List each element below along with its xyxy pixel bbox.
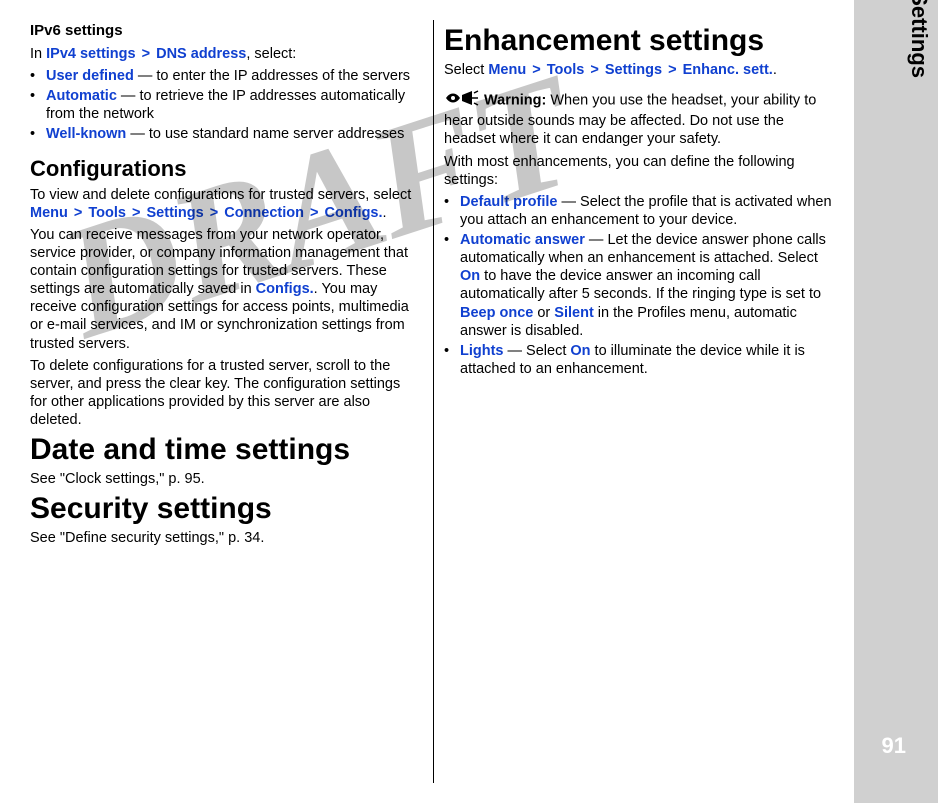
text: to have the device answer an incoming ca… (460, 268, 821, 302)
list-item: • User defined — to enter the IP addresse… (30, 67, 417, 85)
option-lights: Lights (460, 343, 504, 359)
heading-enhancement: Enhancement settings (444, 24, 833, 57)
breadcrumb-sep: > (72, 205, 84, 221)
link-ipv4-settings[interactable]: IPv4 settings (46, 46, 135, 62)
text: — to enter the IP addresses of the serve… (134, 68, 410, 84)
link-configs[interactable]: Configs. (325, 205, 383, 221)
ipv6-options-list: • User defined — to enter the IP addresse… (30, 67, 417, 144)
enh-para-most: With most enhancements, you can define t… (444, 153, 833, 189)
bullet: • (30, 87, 35, 105)
value-on: On (570, 343, 590, 359)
option-user-defined: User defined (46, 68, 134, 84)
text: Select (444, 62, 488, 78)
link-connection[interactable]: Connection (224, 205, 304, 221)
ipv4-select-line: In IPv4 settings > DNS address, select: (30, 45, 417, 63)
option-automatic: Automatic (46, 88, 117, 104)
value-on: On (460, 268, 480, 284)
link-tools[interactable]: Tools (88, 205, 126, 221)
text: In (30, 46, 46, 62)
left-column: IPv6 settings In IPv4 settings > DNS add… (30, 20, 425, 783)
link-enhanc-sett[interactable]: Enhanc. sett. (683, 62, 773, 78)
enhancement-options-list: •Default profile — Select the profile th… (444, 193, 833, 378)
text: . (383, 205, 387, 221)
text: To view and delete configurations for tr… (30, 187, 411, 203)
list-item: • Well-known — to use standard name serve… (30, 125, 417, 143)
list-item: •Automatic answer — Let the device answe… (444, 231, 833, 340)
text: . (773, 62, 777, 78)
security-see-ref: See "Define security settings," p. 34. (30, 529, 417, 547)
enhancement-select-line: Select Menu > Tools > Settings > Enhanc.… (444, 61, 833, 79)
link-settings[interactable]: Settings (147, 205, 204, 221)
config-para-3: To delete configurations for a trusted s… (30, 357, 417, 430)
heading-ipv6: IPv6 settings (30, 22, 417, 41)
warning-icon (444, 89, 480, 112)
link-settings[interactable]: Settings (605, 62, 662, 78)
right-column: Enhancement settings Select Menu > Tools… (433, 20, 833, 783)
link-configs-inline[interactable]: Configs. (256, 281, 314, 297)
config-para-1: To view and delete configurations for tr… (30, 186, 417, 222)
text: , select: (246, 46, 296, 62)
option-default-profile: Default profile (460, 194, 557, 210)
text: or (533, 305, 554, 321)
heading-security: Security settings (30, 492, 417, 525)
breadcrumb-sep: > (588, 62, 600, 78)
link-menu[interactable]: Menu (30, 205, 68, 221)
text: — Select (504, 343, 571, 359)
value-beep-once: Beep once (460, 305, 533, 321)
breadcrumb-sep: > (140, 46, 152, 62)
value-silent: Silent (554, 305, 593, 321)
list-item: •Automatic — to retrieve the IP addresse… (30, 87, 417, 123)
breadcrumb-sep: > (308, 205, 320, 221)
breadcrumb-sep: > (208, 205, 220, 221)
link-menu[interactable]: Menu (488, 62, 526, 78)
text: — to use standard name server addresses (126, 126, 404, 142)
config-para-2: You can receive messages from your netwo… (30, 226, 417, 353)
date-see-ref: See "Clock settings," p. 95. (30, 470, 417, 488)
page-number: 91 (882, 733, 906, 759)
option-well-known: Well-known (46, 126, 126, 142)
side-tab: Settings 91 (854, 0, 938, 803)
warning-label: Warning: (484, 93, 550, 109)
link-tools[interactable]: Tools (547, 62, 585, 78)
bullet: • (30, 67, 35, 85)
heading-date-time: Date and time settings (30, 433, 417, 466)
bullet: • (30, 125, 35, 143)
link-dns-address[interactable]: DNS address (156, 46, 246, 62)
breadcrumb-sep: > (530, 62, 542, 78)
option-automatic-answer: Automatic answer (460, 232, 585, 248)
side-tab-label: Settings (906, 0, 932, 78)
breadcrumb-sep: > (666, 62, 678, 78)
breadcrumb-sep: > (130, 205, 142, 221)
bullet: • (444, 193, 449, 211)
bullet: • (444, 231, 449, 249)
bullet: • (444, 342, 449, 360)
list-item: •Lights — Select On to illuminate the de… (444, 342, 833, 378)
warning-block: Warning: When you use the headset, your … (444, 89, 833, 148)
list-item: •Default profile — Select the profile th… (444, 193, 833, 229)
heading-configurations: Configurations (30, 157, 417, 181)
